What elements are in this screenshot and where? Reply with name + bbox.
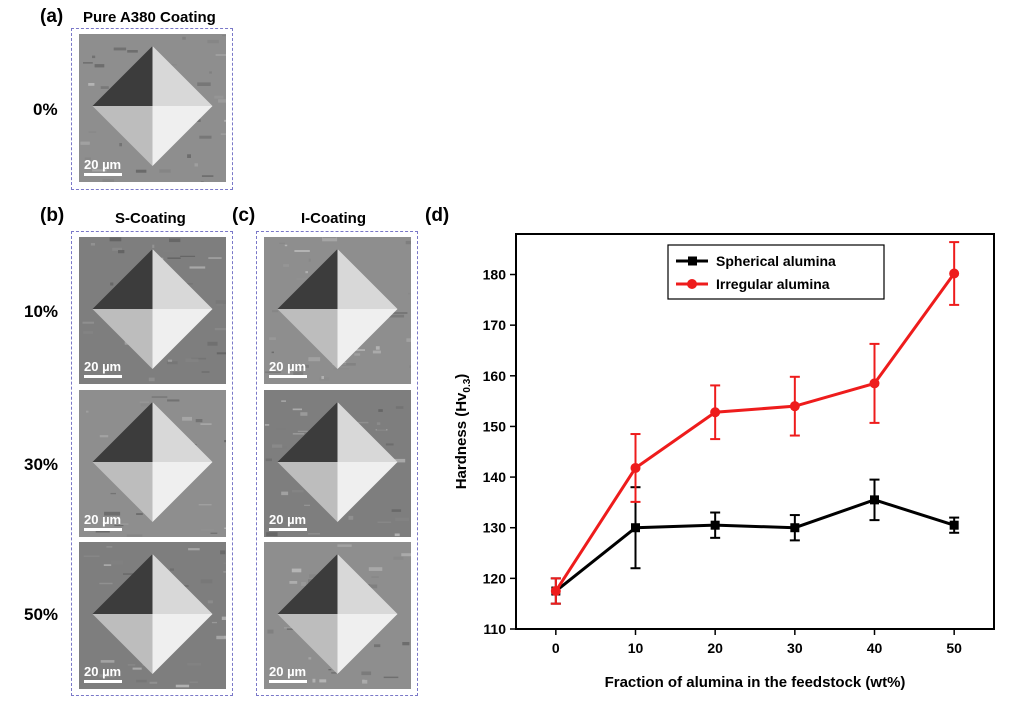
x-axis-label: Fraction of alumina in the feedstock (wt… bbox=[605, 674, 906, 691]
scale-bar-text: 20 µm bbox=[84, 157, 122, 172]
point-irregular bbox=[789, 401, 800, 412]
micrograph-c-50pct: 20 µm bbox=[264, 542, 411, 689]
micrograph-b-50pct: 20 µm bbox=[79, 542, 226, 689]
panel-c-title: I-Coating bbox=[301, 210, 366, 227]
x-tick-label: 0 bbox=[552, 640, 560, 656]
legend-label-spherical: Spherical alumina bbox=[716, 253, 836, 269]
scale-bar: 20 µm bbox=[84, 158, 122, 176]
point-irregular bbox=[710, 407, 721, 418]
legend-box bbox=[667, 244, 885, 300]
indent-drawing bbox=[79, 542, 226, 689]
series-line-irregular bbox=[554, 272, 956, 592]
legend-marker-spherical bbox=[688, 256, 697, 266]
indent-drawing bbox=[79, 390, 226, 537]
y-tick-label: 140 bbox=[483, 469, 507, 485]
plot-frame bbox=[515, 233, 995, 630]
panel-b-frame bbox=[71, 231, 233, 696]
scale-bar: 20 µm bbox=[269, 665, 307, 683]
x-tick-label: 10 bbox=[628, 640, 644, 656]
point-irregular bbox=[949, 268, 960, 279]
point-irregular bbox=[869, 378, 880, 389]
scale-bar-line bbox=[269, 375, 307, 378]
y-tick-label: 170 bbox=[483, 317, 507, 333]
panel-c-label: (c) bbox=[232, 205, 256, 226]
point-spherical bbox=[790, 523, 800, 533]
scale-bar-text: 20 µm bbox=[84, 512, 122, 527]
micrograph-b-10pct: 20 µm bbox=[79, 237, 226, 384]
scale-bar: 20 µm bbox=[84, 360, 122, 378]
panel-b-label: (b) bbox=[40, 205, 65, 226]
scale-bar-line bbox=[84, 528, 122, 531]
legend-marker-irregular bbox=[687, 279, 697, 289]
y-tick-label: 110 bbox=[483, 621, 506, 637]
x-tick-label: 50 bbox=[946, 640, 962, 656]
y-tick-label: 150 bbox=[483, 418, 507, 434]
point-irregular bbox=[550, 586, 561, 597]
panel-b-title: S-Coating bbox=[115, 210, 186, 227]
scale-bar-line bbox=[269, 528, 307, 531]
panel-a-frame bbox=[71, 28, 233, 190]
scale-bar-text: 20 µm bbox=[269, 359, 307, 374]
scale-bar: 20 µm bbox=[269, 513, 307, 531]
point-spherical bbox=[870, 495, 879, 505]
row-label-50pct: 50% bbox=[24, 605, 59, 624]
x-tick-label: 40 bbox=[867, 640, 883, 656]
micrograph-c-30pct: 20 µm bbox=[264, 390, 411, 537]
panel-a-title: Pure A380 Coating bbox=[83, 9, 216, 26]
y-tick-label: 130 bbox=[483, 520, 507, 536]
row-label-0pct: 0% bbox=[33, 100, 58, 119]
indent-drawing bbox=[79, 34, 226, 182]
panel-a-label: (a) bbox=[40, 6, 64, 27]
y-axis-label-sub: 0.3 bbox=[462, 378, 473, 392]
legend-label-irregular: Irregular alumina bbox=[716, 276, 830, 292]
y-axis-label-main: Hardness (Hv bbox=[453, 392, 470, 489]
micrograph-a-0pct: 20 µm bbox=[79, 34, 226, 182]
scale-bar-line bbox=[84, 173, 122, 176]
x-tick-label: 20 bbox=[707, 640, 723, 656]
micrograph-c-10pct: 20 µm bbox=[264, 237, 411, 384]
panel-d-label: (d) bbox=[425, 205, 450, 226]
scale-bar-line bbox=[84, 375, 122, 378]
panel-c-frame bbox=[256, 231, 418, 696]
y-tick-label: 180 bbox=[483, 267, 507, 283]
row-label-10pct: 10% bbox=[24, 302, 59, 321]
indent-drawing bbox=[264, 542, 411, 689]
scale-bar: 20 µm bbox=[84, 665, 122, 683]
indent-drawing bbox=[264, 237, 411, 384]
y-tick-label: 120 bbox=[483, 570, 507, 586]
row-label-30pct: 30% bbox=[24, 455, 59, 474]
scale-bar: 20 µm bbox=[269, 360, 307, 378]
scale-bar-text: 20 µm bbox=[84, 664, 122, 679]
scale-bar-line bbox=[269, 680, 307, 683]
y-tick-label: 160 bbox=[483, 368, 507, 384]
y-axis-label: Hardness (Hv0.3) bbox=[453, 374, 473, 490]
indent-drawing bbox=[79, 237, 226, 384]
scale-bar-text: 20 µm bbox=[84, 359, 122, 374]
point-spherical bbox=[710, 520, 720, 530]
point-irregular bbox=[630, 462, 641, 473]
x-tick-label: 30 bbox=[787, 640, 803, 656]
scale-bar-line bbox=[84, 680, 122, 683]
point-spherical bbox=[949, 520, 959, 530]
y-axis-label-close: ) bbox=[453, 374, 470, 379]
scale-bar-text: 20 µm bbox=[269, 664, 307, 679]
series-line-spherical bbox=[554, 498, 955, 593]
indent-drawing bbox=[264, 390, 411, 537]
hardness-chart: 110 120 130 140 150 160 170 180 0 10 20 30 40 50 Fract… bbox=[453, 233, 995, 691]
scale-bar: 20 µm bbox=[84, 513, 122, 531]
scale-bar-text: 20 µm bbox=[269, 512, 307, 527]
point-spherical bbox=[631, 523, 640, 533]
micrograph-b-30pct: 20 µm bbox=[79, 390, 226, 537]
